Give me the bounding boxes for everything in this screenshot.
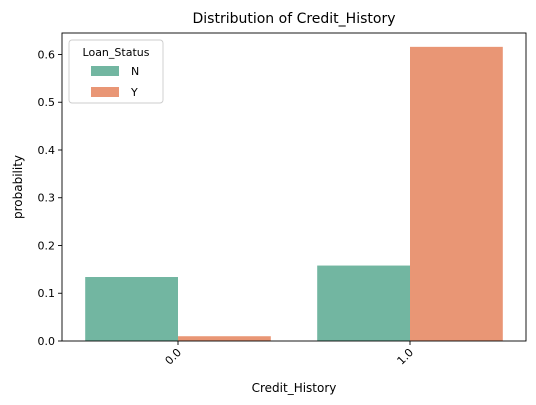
x-axis-label: Credit_History <box>252 381 337 395</box>
chart-title: Distribution of Credit_History <box>193 11 396 27</box>
bar-y-1-0 <box>410 46 503 342</box>
y-tick-label: 0.4 <box>38 144 56 157</box>
bar-n-1-0 <box>317 265 410 341</box>
y-tick-label: 0.3 <box>38 192 56 205</box>
bar-n-0-0 <box>85 277 178 341</box>
legend-title: Loan_Status <box>83 46 150 59</box>
legend-swatch-y <box>91 87 119 97</box>
x-tick-label: 0.0 <box>163 346 185 368</box>
legend-label-n: N <box>131 65 139 78</box>
x-axis: 0.0 1.0 <box>163 341 417 368</box>
y-axis-label: probability <box>11 155 25 219</box>
x-tick-label: 1.0 <box>395 346 417 368</box>
y-tick-label: 0.0 <box>38 335 56 348</box>
y-axis: 0.0 0.1 0.2 0.3 0.4 0.5 0.6 <box>38 48 62 348</box>
legend-swatch-n <box>91 66 119 76</box>
legend: Loan_Status N Y <box>68 39 164 104</box>
y-tick-label: 0.6 <box>38 48 56 61</box>
bar-y-0-0 <box>178 336 271 341</box>
bars-group <box>85 46 503 342</box>
y-tick-label: 0.2 <box>38 239 56 252</box>
legend-label-y: Y <box>130 86 138 99</box>
y-tick-label: 0.1 <box>38 287 56 300</box>
plot-frame <box>61 32 527 342</box>
y-tick-label: 0.5 <box>38 96 56 109</box>
